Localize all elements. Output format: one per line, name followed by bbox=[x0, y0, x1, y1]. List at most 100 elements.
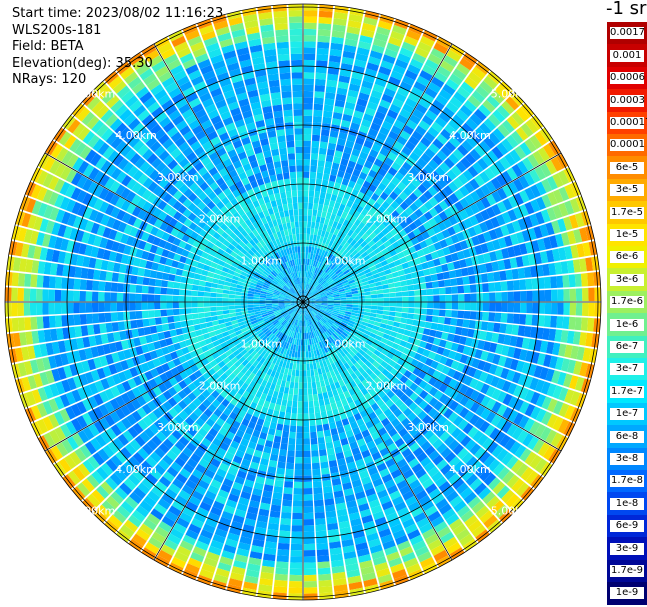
sector-cell bbox=[159, 221, 169, 232]
sector-cell bbox=[381, 319, 388, 325]
sector-cell bbox=[402, 347, 411, 356]
sector-cell bbox=[158, 415, 169, 427]
sector-cell bbox=[428, 386, 439, 397]
sector-cell bbox=[42, 400, 54, 415]
sector-cell bbox=[90, 153, 102, 167]
sector-cell bbox=[139, 523, 154, 536]
sector-cell bbox=[305, 307, 308, 314]
sector-cell bbox=[447, 262, 455, 271]
sector-cell bbox=[153, 254, 162, 263]
sector-cell bbox=[545, 429, 557, 444]
sector-cell bbox=[161, 280, 168, 288]
sector-cell bbox=[456, 231, 466, 242]
sector-cell bbox=[54, 396, 65, 410]
sector-cell bbox=[335, 93, 347, 102]
sector-cell bbox=[235, 244, 243, 251]
sector-cell bbox=[327, 304, 334, 307]
sector-cell bbox=[473, 108, 487, 122]
sector-cell bbox=[456, 344, 465, 354]
sector-cell bbox=[403, 370, 413, 379]
sector-cell bbox=[292, 305, 298, 310]
sector-cell bbox=[270, 396, 277, 404]
sector-cell bbox=[323, 283, 329, 289]
sector-cell bbox=[262, 366, 269, 374]
sector-cell bbox=[210, 479, 222, 489]
sector-cell bbox=[381, 417, 391, 427]
sector-cell bbox=[496, 214, 506, 226]
sector-cell bbox=[329, 317, 336, 323]
sector-cell bbox=[508, 396, 519, 409]
sector-cell bbox=[306, 227, 311, 235]
sector-cell bbox=[310, 311, 315, 317]
sector-cell bbox=[282, 493, 293, 501]
sector-cell bbox=[207, 326, 215, 333]
sector-cell bbox=[359, 560, 373, 569]
sector-cell bbox=[94, 211, 105, 224]
sector-cell bbox=[303, 227, 307, 234]
sector-cell bbox=[142, 277, 150, 286]
sector-cell bbox=[501, 452, 514, 466]
sector-cell bbox=[202, 333, 211, 340]
sector-cell bbox=[48, 398, 59, 413]
sector-cell bbox=[496, 378, 506, 390]
sector-cell bbox=[261, 565, 275, 574]
sector-cell bbox=[526, 290, 533, 302]
sector-cell bbox=[413, 283, 421, 290]
sector-cell bbox=[343, 404, 351, 412]
sector-cell bbox=[462, 169, 474, 182]
sector-cell bbox=[87, 195, 98, 208]
sector-cell bbox=[361, 233, 369, 241]
sector-cell bbox=[161, 544, 176, 556]
sector-cell bbox=[265, 303, 273, 306]
sector-cell bbox=[308, 304, 315, 307]
sector-cell bbox=[162, 272, 170, 281]
sector-cell bbox=[59, 196, 71, 210]
sector-cell bbox=[389, 403, 399, 413]
sector-cell bbox=[352, 307, 359, 311]
sector-cell bbox=[190, 336, 199, 344]
sector-cell bbox=[282, 320, 288, 327]
sector-cell bbox=[347, 322, 354, 328]
sector-cell bbox=[166, 466, 179, 478]
sector-cell bbox=[130, 320, 138, 329]
sector-cell bbox=[91, 291, 99, 302]
sector-cell bbox=[373, 376, 382, 385]
sector-cell bbox=[193, 273, 201, 280]
sector-cell bbox=[291, 298, 298, 301]
sector-cell bbox=[331, 287, 338, 291]
sector-cell bbox=[303, 469, 312, 476]
sector-cell bbox=[445, 309, 452, 318]
sector-cell bbox=[524, 451, 537, 466]
sector-cell bbox=[457, 447, 469, 460]
sector-cell bbox=[306, 265, 309, 272]
sector-cell bbox=[199, 323, 207, 329]
sector-cell bbox=[167, 207, 178, 218]
sector-cell bbox=[388, 463, 399, 474]
sector-cell bbox=[182, 396, 192, 406]
sector-cell bbox=[129, 226, 139, 237]
sector-cell bbox=[164, 370, 174, 380]
sector-cell bbox=[396, 135, 408, 146]
sector-cell bbox=[433, 241, 442, 251]
sector-cell bbox=[363, 342, 371, 350]
sector-cell bbox=[361, 277, 368, 283]
sector-cell bbox=[379, 323, 387, 329]
sector-cell bbox=[361, 22, 376, 32]
sector-cell bbox=[375, 281, 382, 287]
sector-cell bbox=[347, 180, 356, 189]
sector-cell bbox=[168, 407, 179, 418]
sector-cell bbox=[420, 556, 435, 569]
sector-cell bbox=[17, 302, 24, 317]
sector-cell bbox=[511, 111, 525, 126]
sector-cell bbox=[315, 299, 322, 301]
sector-cell bbox=[334, 150, 343, 158]
sector-cell bbox=[439, 431, 451, 442]
sector-cell bbox=[389, 306, 396, 312]
sector-cell bbox=[251, 455, 261, 464]
sector-cell bbox=[526, 302, 533, 314]
sector-cell bbox=[115, 184, 126, 196]
sector-cell bbox=[317, 203, 324, 211]
sector-cell bbox=[467, 95, 481, 108]
sector-cell bbox=[582, 242, 592, 257]
sector-cell bbox=[162, 454, 174, 466]
